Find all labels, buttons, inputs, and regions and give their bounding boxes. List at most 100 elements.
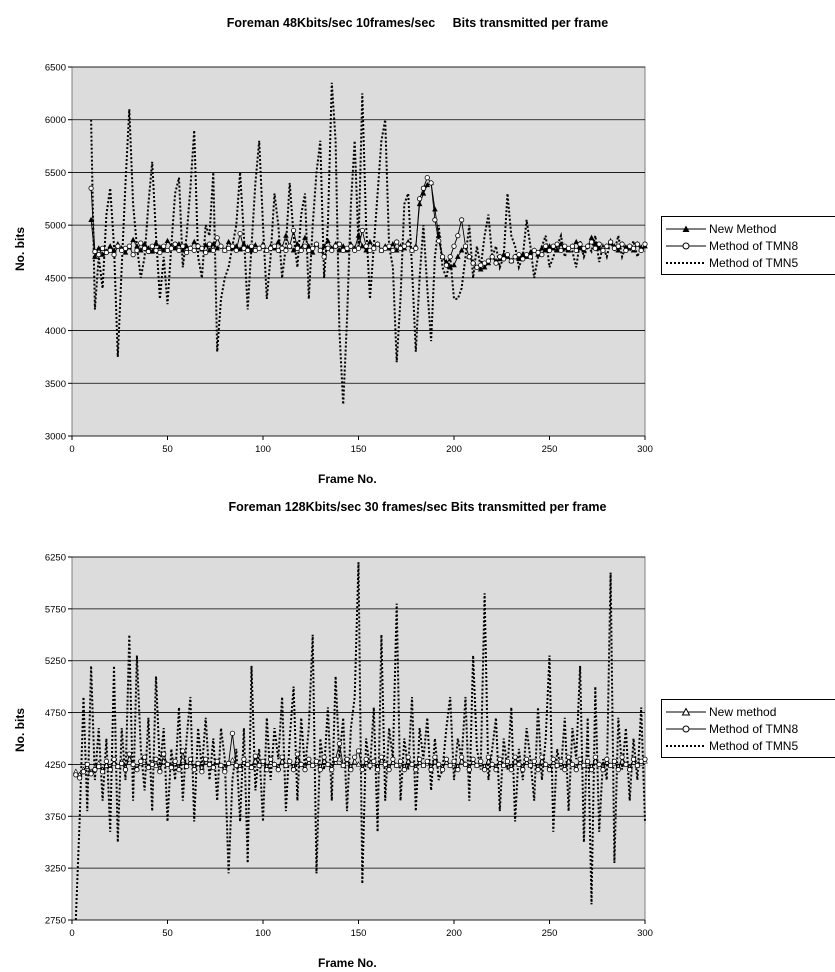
data-point [153, 756, 159, 762]
data-point [638, 758, 644, 764]
data-point [218, 243, 224, 249]
data-point [88, 185, 94, 191]
data-point [241, 245, 247, 251]
data-point [141, 754, 148, 760]
legend-entry: Method of TMN5 [666, 737, 835, 754]
data-point [130, 252, 136, 258]
data-point [527, 254, 534, 260]
data-point [321, 243, 327, 249]
data-point [638, 247, 644, 254]
data-point [103, 249, 109, 256]
data-point [447, 254, 453, 260]
data-point [95, 245, 102, 251]
legend-swatch-triangle [666, 706, 706, 715]
data-point [401, 767, 407, 773]
data-point [290, 247, 297, 253]
data-point [214, 235, 220, 241]
data-point [623, 761, 629, 768]
x-tick-label: 200 [446, 444, 462, 455]
data-point [355, 748, 362, 754]
data-point [455, 233, 461, 239]
data-point [481, 264, 488, 270]
data-point [352, 247, 358, 254]
data-point [203, 249, 209, 256]
data-point [264, 767, 270, 773]
data-point [352, 754, 358, 760]
data-point [508, 767, 514, 773]
data-point [252, 242, 259, 248]
data-point [390, 756, 396, 762]
data-point [294, 245, 300, 251]
data-point [237, 230, 243, 237]
data-point [417, 756, 423, 762]
data-point [195, 760, 201, 766]
data-point [122, 767, 129, 773]
data-point [161, 243, 167, 249]
y-tick-label: 5500 [45, 168, 66, 179]
data-point [394, 762, 400, 769]
data-point [283, 762, 289, 769]
data-point [279, 754, 285, 760]
data-point [348, 243, 354, 249]
data-point [107, 247, 113, 254]
data-point [424, 175, 430, 181]
data-point [187, 756, 194, 762]
data-point [401, 243, 407, 249]
x-tick-label: 50 [162, 444, 173, 455]
data-point [92, 253, 98, 259]
data-point [245, 247, 251, 254]
data-point [478, 262, 484, 268]
data-point [642, 756, 648, 762]
data-point [336, 756, 343, 762]
data-point [214, 245, 220, 251]
data-point [558, 247, 564, 254]
data-point [382, 245, 388, 251]
x-tick-label: 0 [69, 444, 74, 455]
data-point [512, 254, 518, 260]
data-point [302, 234, 308, 240]
legend-label: Method of TMN5 [709, 255, 799, 270]
data-point [184, 763, 190, 770]
data-point [588, 239, 595, 245]
data-point [130, 236, 136, 243]
data-point [122, 245, 129, 251]
data-point [596, 245, 602, 251]
data-point [245, 761, 251, 768]
data-point [608, 239, 614, 245]
data-point [604, 243, 610, 249]
data-point [210, 764, 216, 771]
data-point [111, 756, 117, 762]
data-point [329, 247, 335, 254]
data-point [382, 761, 388, 768]
x-tick-label: 100 [255, 928, 271, 939]
data-point [623, 247, 629, 254]
y-tick-label: 4000 [45, 326, 66, 337]
data-point [611, 245, 618, 251]
data-point [497, 756, 503, 762]
data-point [394, 239, 400, 245]
data-point [489, 761, 495, 768]
data-point [459, 217, 465, 223]
chart-1-ylabel: No. bits [13, 227, 27, 271]
data-point [543, 243, 549, 249]
data-point [393, 247, 400, 253]
data-point [157, 244, 163, 250]
data-point [615, 767, 621, 773]
data-point [206, 247, 213, 253]
chart-1-legend: New Method Method of TMN8 Method of TMN5 [661, 216, 835, 275]
data-point [374, 767, 381, 773]
data-point [424, 181, 431, 188]
data-point [260, 243, 266, 249]
y-tick-label: 3250 [45, 864, 66, 875]
data-point [443, 262, 449, 268]
data-point [504, 252, 511, 258]
data-point [481, 260, 488, 266]
data-point [103, 758, 109, 764]
data-point [73, 772, 79, 778]
data-point [191, 247, 197, 254]
data-point [179, 247, 186, 253]
data-point [497, 254, 503, 260]
data-point [88, 216, 94, 222]
data-point [248, 243, 255, 249]
data-point [229, 730, 236, 736]
